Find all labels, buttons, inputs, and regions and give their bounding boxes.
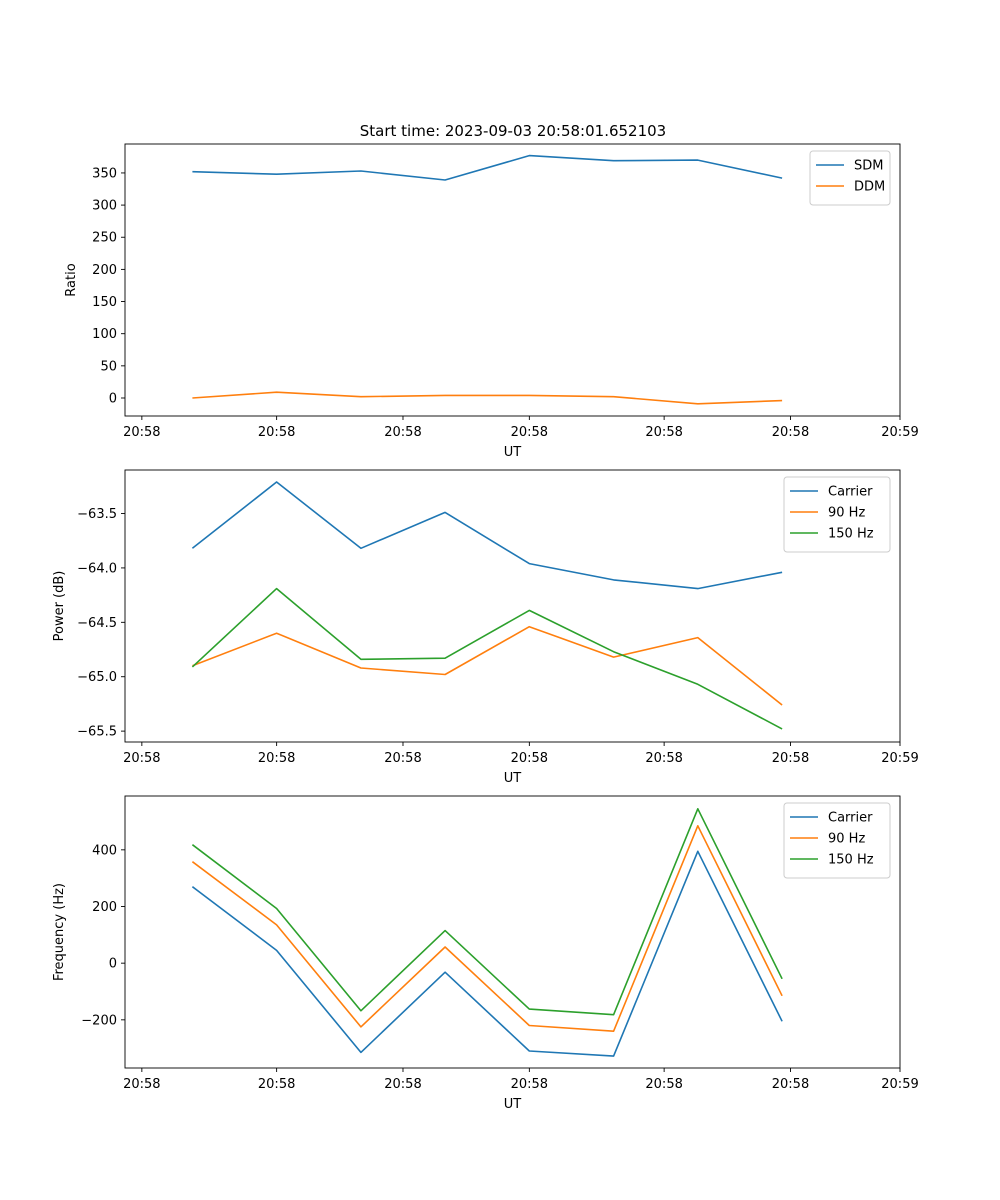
frequency-axes-frame	[124, 795, 901, 1069]
frequency-legend-label: 150 Hz	[828, 853, 874, 868]
ratio-y-tick-label: 150	[92, 295, 117, 310]
power-y-axis-label: Power (dB)	[52, 571, 67, 642]
frequency-x-tick-label: 20:59	[881, 1077, 918, 1092]
frequency-x-tick-label: 20:58	[645, 1077, 682, 1092]
ratio-panel: 20:58 20:58 20:58 20:58 20:58 20:58 20:59 0 50 10…	[64, 143, 919, 460]
power-x-tick-label: 20:58	[384, 751, 421, 766]
figure-title: Start time: 2023-09-03 20:58:01.652103	[360, 122, 666, 140]
ratio-x-tick-label: 20:58	[772, 425, 809, 440]
ratio-y-tick-label: 350	[92, 166, 117, 181]
power-y-tick-label: −64.5	[77, 616, 117, 631]
frequency-series-line-carrier	[191, 850, 783, 1057]
power-series-line-90-hz	[192, 625, 783, 706]
power-y-tick-label: −65.5	[77, 725, 117, 740]
ratio-x-tick-label: 20:58	[645, 425, 682, 440]
ratio-y-tick-label: 50	[100, 359, 117, 374]
frequency-legend-label: 90 Hz	[828, 832, 865, 847]
ratio-axes-frame	[124, 143, 901, 417]
frequency-series-line-90-hz	[191, 824, 783, 1032]
ratio-y-tick-label: 200	[92, 263, 117, 278]
frequency-x-axis-label: UT	[504, 1097, 522, 1112]
power-legend-label: Carrier	[828, 485, 873, 500]
power-y-tick-label: −64.0	[77, 561, 117, 576]
power-x-tick-label: 20:58	[772, 751, 809, 766]
ratio-legend-label: DDM	[854, 180, 885, 195]
power-series-line-carrier	[191, 481, 783, 590]
frequency-y-tick-label: 200	[92, 900, 117, 915]
power-x-tick-label: 20:58	[258, 751, 295, 766]
power-x-tick-label: 20:58	[123, 751, 160, 766]
power-legend-label: 150 Hz	[828, 527, 874, 542]
power-panel: 20:58 20:58 20:58 20:58 20:58 20:58 20:59 −65.5…	[52, 469, 919, 786]
ratio-x-tick-label: 20:58	[384, 425, 421, 440]
ratio-x-axis-label: UT	[504, 445, 522, 460]
ratio-y-axis-label: Ratio	[64, 263, 79, 296]
ratio-series-line-sdm	[192, 154, 783, 181]
frequency-panel: 20:58 20:58 20:58 20:58 20:58 20:58 20:59 −200 0…	[52, 795, 919, 1112]
power-y-tick-label: −65.0	[77, 670, 117, 685]
power-x-tick-label: 20:58	[645, 751, 682, 766]
ratio-x-tick-label: 20:58	[258, 425, 295, 440]
ratio-y-tick-label: 250	[92, 231, 117, 246]
frequency-y-axis-label: Frequency (Hz)	[52, 883, 67, 981]
ratio-x-tick-label: 20:58	[511, 425, 548, 440]
frequency-y-tick-label: −200	[81, 1013, 117, 1028]
power-series-line-150-hz	[191, 587, 783, 730]
ratio-y-tick-label: 0	[109, 391, 117, 406]
frequency-x-tick-label: 20:58	[123, 1077, 160, 1092]
power-legend-label: 90 Hz	[828, 506, 865, 521]
ratio-y-tick-label: 100	[92, 327, 117, 342]
frequency-x-tick-label: 20:58	[384, 1077, 421, 1092]
ratio-series-line-ddm	[192, 391, 783, 405]
frequency-x-tick-label: 20:58	[511, 1077, 548, 1092]
power-x-tick-label: 20:58	[511, 751, 548, 766]
ratio-x-tick-label: 20:59	[881, 425, 918, 440]
power-y-tick-label: −63.5	[77, 507, 117, 522]
frequency-legend-label: Carrier	[828, 811, 873, 826]
power-axes-frame	[124, 469, 901, 743]
power-x-axis-label: UT	[504, 771, 522, 786]
power-x-tick-label: 20:59	[881, 751, 918, 766]
frequency-series-line-150-hz	[191, 807, 783, 1016]
ratio-y-tick-label: 300	[92, 199, 117, 214]
ratio-legend-label: SDM	[854, 159, 883, 174]
frequency-x-tick-label: 20:58	[258, 1077, 295, 1092]
frequency-y-tick-label: 0	[109, 957, 117, 972]
frequency-x-tick-label: 20:58	[772, 1077, 809, 1092]
frequency-y-tick-label: 400	[92, 843, 117, 858]
ratio-x-tick-label: 20:58	[123, 425, 160, 440]
